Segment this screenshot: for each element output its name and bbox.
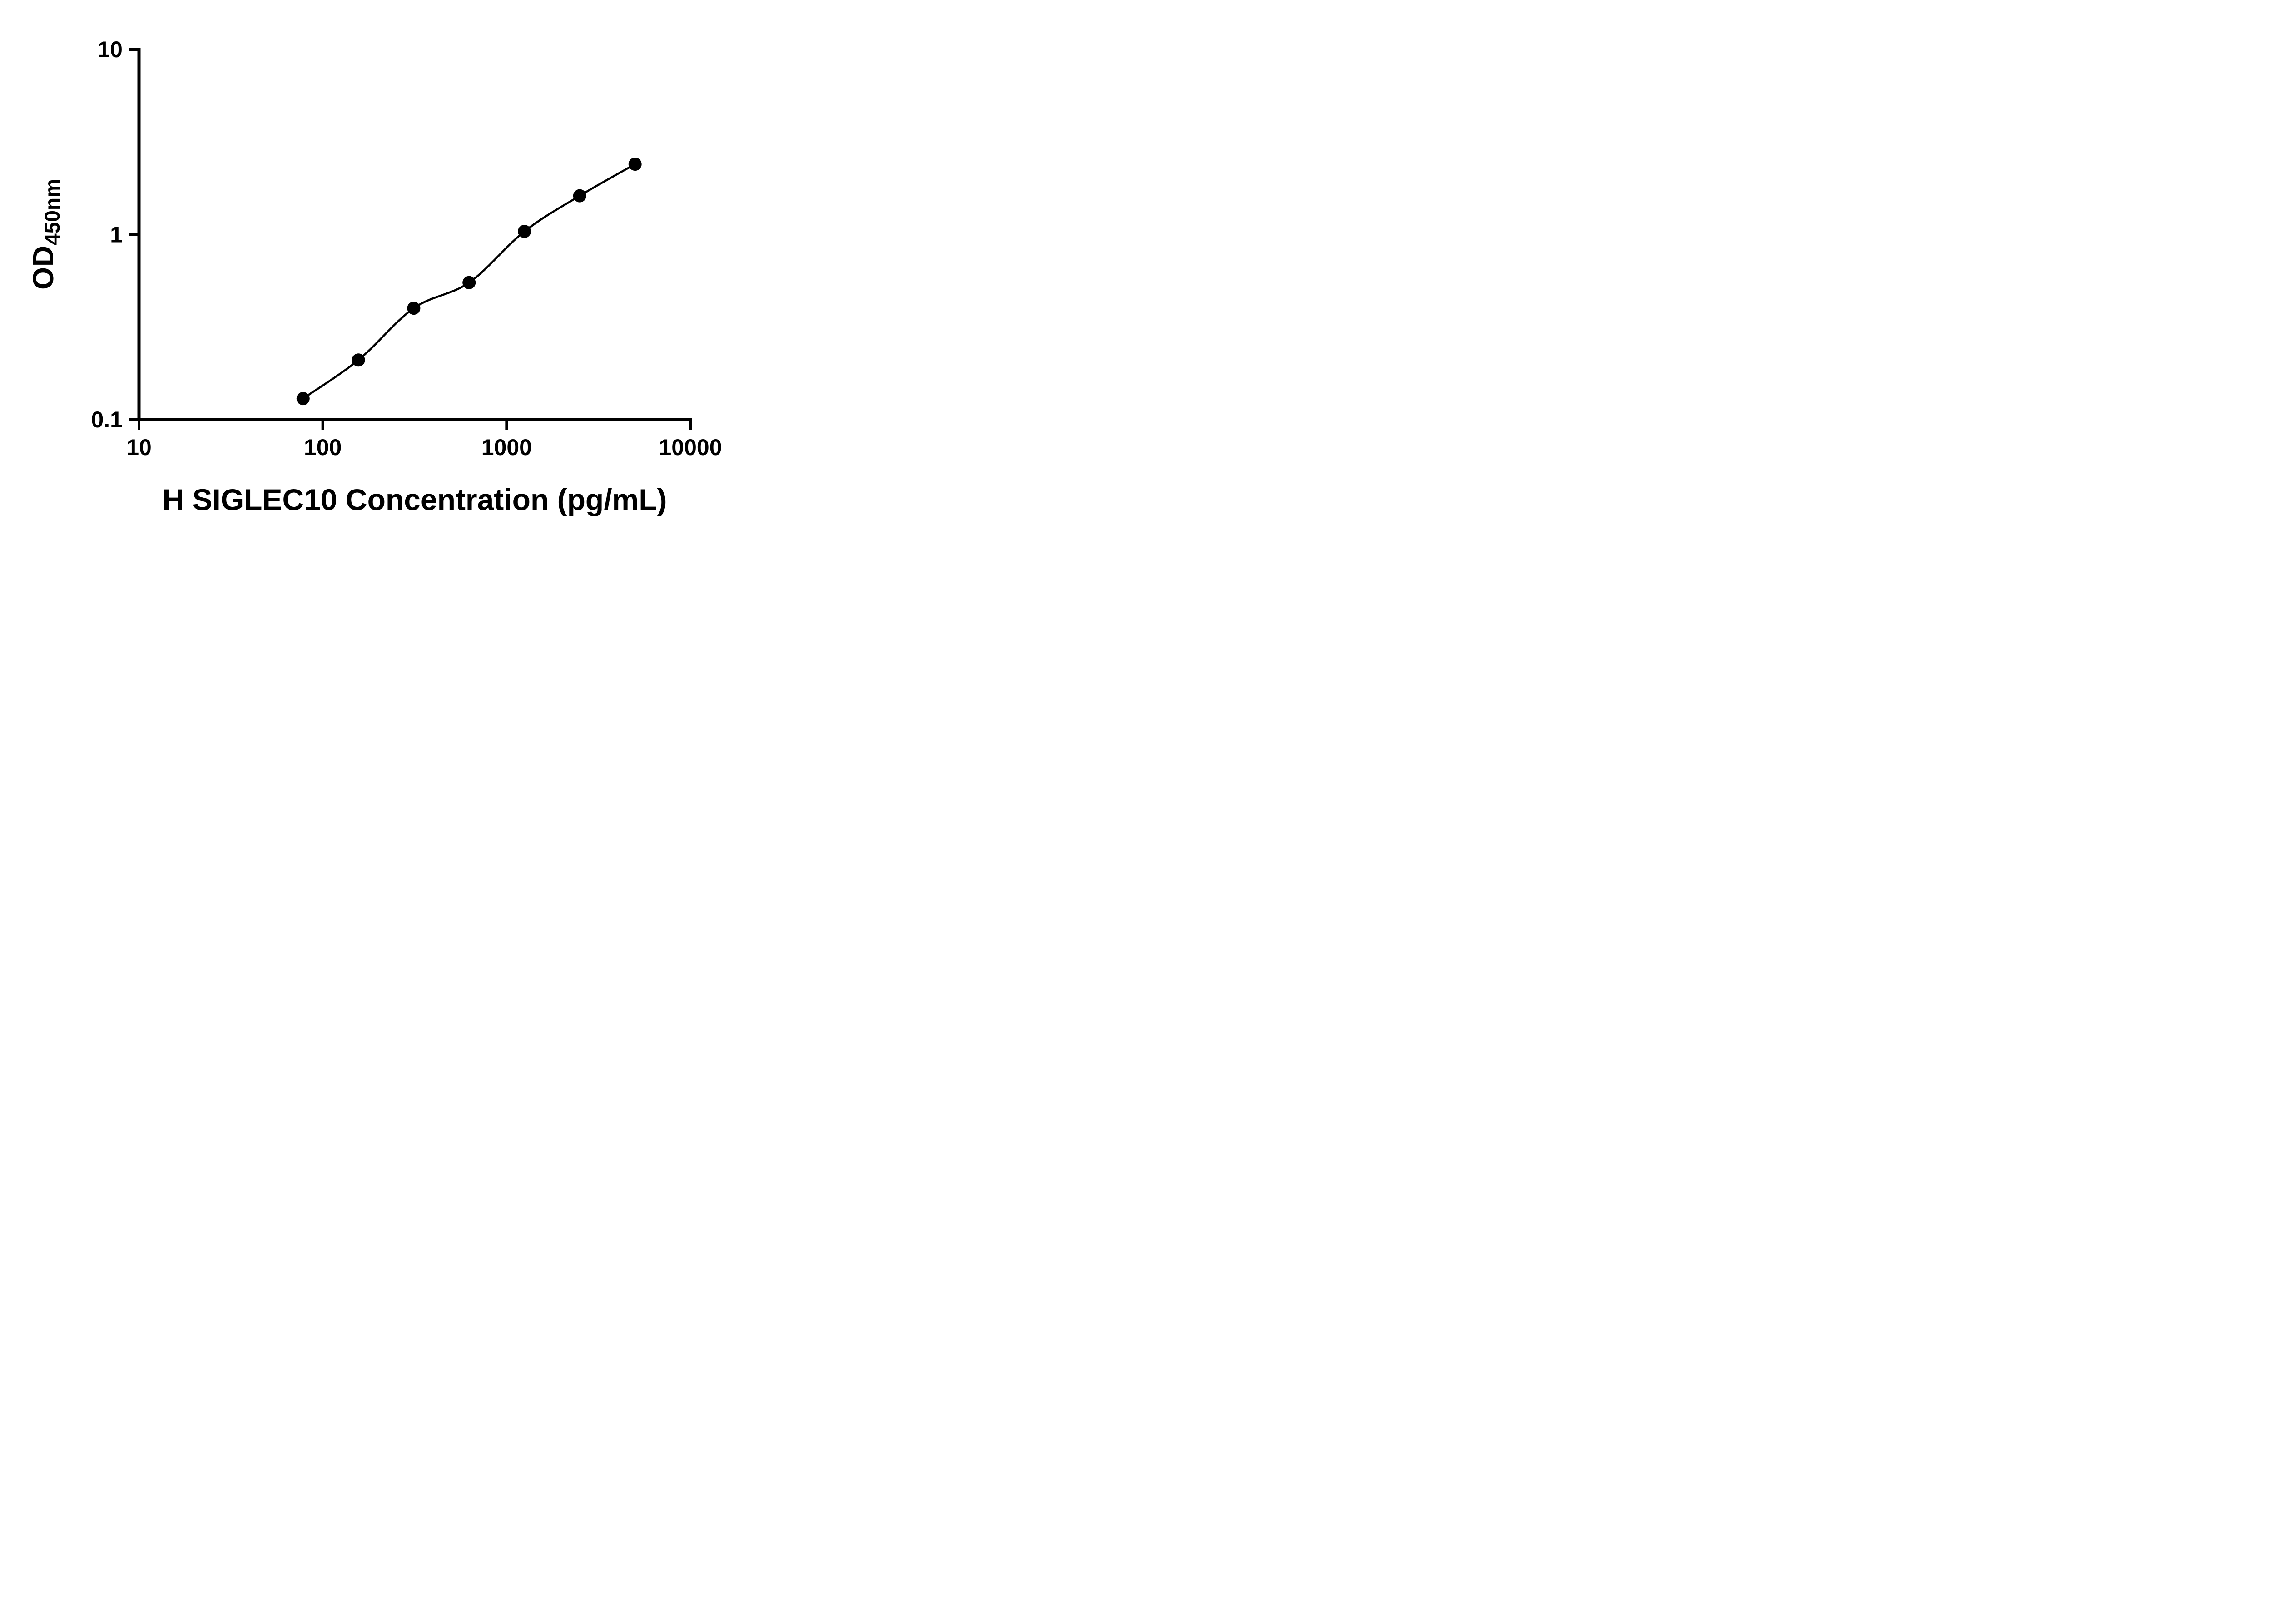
data-point-marker [518, 225, 531, 238]
data-point-marker [407, 302, 421, 315]
y-axis-title-main: OD [27, 245, 60, 290]
x-axis-tick-label: 10 [126, 435, 152, 460]
y-axis-tick-label: 0.1 [91, 407, 123, 432]
y-axis-tick-label: 1 [110, 222, 123, 248]
x-axis-tick-label: 100 [304, 435, 342, 460]
y-axis-title-subscript: 450nm [40, 179, 64, 245]
data-point-marker [352, 353, 365, 367]
data-point-marker [462, 276, 476, 289]
axes-spines [137, 48, 692, 421]
x-axis-tick-label: 10000 [659, 435, 722, 460]
x-axis-title: H SIGLEC10 Concentration (pg/mL) [162, 483, 667, 516]
x-axis-tick-label: 1000 [481, 435, 532, 460]
y-axis-tick-label: 10 [97, 37, 123, 62]
y-axis-title: OD450nm [26, 179, 64, 290]
data-point-marker [296, 392, 310, 406]
data-point-marker [573, 189, 586, 203]
elisa-standard-curve-figure: 10 100 1000 10000 0.1 1 10 OD450nm H SIGLEC10 … [0, 0, 768, 541]
standard-curve-plot: 10 100 1000 10000 0.1 1 10 [91, 37, 722, 460]
data-point-marker [628, 158, 642, 171]
